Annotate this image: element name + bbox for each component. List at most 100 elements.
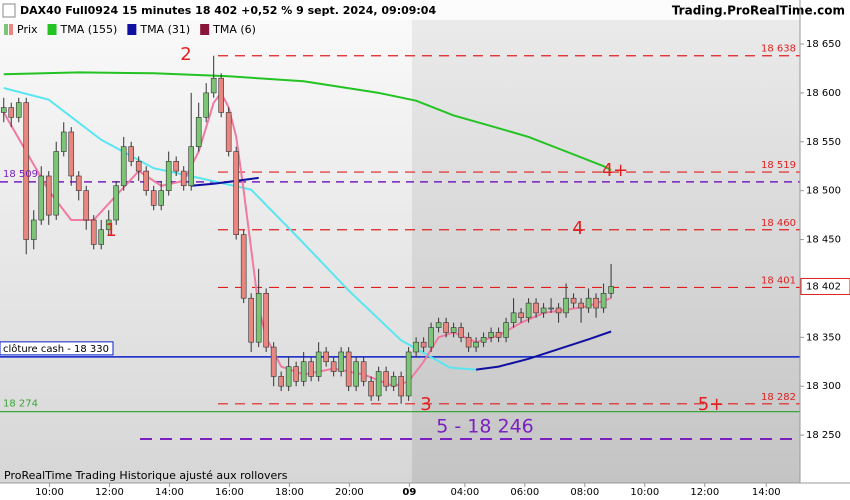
x-tick-label: 09 bbox=[402, 487, 416, 498]
candle-body bbox=[570, 297, 577, 304]
candle-body bbox=[128, 146, 135, 162]
plot-bg-today bbox=[412, 0, 800, 483]
candle-body bbox=[8, 107, 15, 118]
candle-body bbox=[120, 146, 127, 187]
candle-body bbox=[30, 219, 37, 240]
x-tick-label: 12:00 bbox=[690, 487, 719, 498]
candle-body bbox=[480, 337, 487, 343]
legend-label: Prix bbox=[17, 23, 38, 36]
footer: ProRealTime Trading Historique ajusté au… bbox=[4, 469, 288, 482]
x-tick-label: 04:00 bbox=[450, 487, 479, 498]
level-label: 18 638 bbox=[761, 44, 796, 55]
ma-line bbox=[2, 91, 612, 388]
candle-body bbox=[608, 286, 614, 294]
legend-icon bbox=[200, 24, 210, 35]
candle-body bbox=[195, 117, 202, 147]
last-price-box bbox=[800, 277, 850, 295]
candle-body bbox=[375, 371, 382, 397]
candle-body bbox=[158, 190, 164, 206]
y-tick-label: 18 350 bbox=[806, 332, 841, 343]
candle-body bbox=[38, 175, 45, 221]
ma-line-recent bbox=[191, 176, 259, 187]
candle-body bbox=[578, 302, 584, 309]
last-price-label: 18 402 bbox=[806, 281, 841, 292]
chart-title: DAX40 Full0924 15 minutes 18 402 +0,52 %… bbox=[20, 4, 436, 17]
candle-body bbox=[600, 293, 607, 309]
candle-body bbox=[210, 77, 217, 94]
candle-body bbox=[458, 327, 464, 338]
candle-body bbox=[503, 322, 509, 338]
x-tick-label: 12:00 bbox=[95, 487, 124, 498]
level-label: 18 274 bbox=[3, 399, 38, 410]
candle-body bbox=[563, 297, 569, 314]
candle-body bbox=[90, 219, 97, 245]
candle-body bbox=[285, 366, 292, 387]
candle-body bbox=[435, 322, 442, 328]
candle-body bbox=[330, 361, 337, 372]
candle-body bbox=[263, 293, 269, 348]
candle-body bbox=[75, 175, 82, 191]
candle-body bbox=[45, 175, 52, 216]
level-label: clôture cash - 18 330 bbox=[3, 343, 109, 355]
candle-body bbox=[0, 107, 7, 113]
level-label-box bbox=[0, 341, 114, 356]
candle-body bbox=[113, 185, 120, 221]
x-tick-label: 18:00 bbox=[275, 487, 304, 498]
x-tick-label: 08:00 bbox=[570, 487, 599, 498]
y-tick-label: 18 250 bbox=[806, 430, 841, 441]
candle-body bbox=[353, 361, 359, 387]
ma-line-recent bbox=[475, 330, 612, 371]
legend-label: TMA (155) bbox=[60, 23, 118, 36]
candle-body bbox=[98, 229, 105, 245]
annotation: 1 bbox=[105, 220, 116, 241]
candle-body bbox=[428, 327, 434, 348]
candle-body bbox=[488, 332, 494, 338]
candle-body bbox=[68, 131, 75, 177]
candle-body bbox=[240, 234, 247, 299]
candle-body bbox=[270, 346, 277, 377]
candle-body bbox=[525, 302, 532, 319]
candle-body bbox=[368, 381, 374, 397]
candle-body bbox=[278, 376, 284, 387]
candle-body bbox=[533, 302, 539, 314]
candle-body bbox=[495, 332, 502, 338]
candle-body bbox=[255, 293, 262, 343]
y-tick-label: 18 500 bbox=[806, 186, 841, 197]
annotation: 4 bbox=[572, 218, 583, 239]
candle-body bbox=[390, 376, 397, 387]
candle-body bbox=[233, 151, 239, 235]
legend-icon bbox=[4, 24, 8, 35]
candle-body bbox=[135, 161, 142, 172]
candle-body bbox=[23, 102, 30, 240]
x-tick-label: 20:00 bbox=[335, 487, 364, 498]
candle-body bbox=[225, 112, 232, 152]
candle-body bbox=[383, 371, 389, 387]
x-tick-label: 10:00 bbox=[35, 487, 64, 498]
candle-body bbox=[413, 341, 419, 353]
candle-body bbox=[143, 170, 150, 191]
candle-body bbox=[450, 327, 457, 333]
candle-body bbox=[443, 322, 449, 333]
annotation: 2 bbox=[180, 44, 191, 65]
candle-body bbox=[315, 351, 322, 377]
candle-body bbox=[203, 92, 209, 118]
candle-body bbox=[293, 366, 299, 382]
candle-body bbox=[548, 307, 554, 310]
site: Trading.ProRealTime.com bbox=[672, 4, 845, 18]
level-label: 18 401 bbox=[761, 275, 796, 286]
level-label: 18 282 bbox=[761, 392, 796, 403]
candle-body bbox=[465, 337, 472, 348]
annotation: 3 bbox=[420, 394, 431, 415]
y-tick-label: 18 650 bbox=[806, 39, 841, 50]
candle-body bbox=[218, 77, 224, 113]
candle-body bbox=[188, 146, 194, 187]
menu-icon[interactable] bbox=[2, 3, 16, 18]
candle-body bbox=[53, 151, 60, 216]
candle-body bbox=[405, 351, 412, 397]
candle-body bbox=[360, 361, 367, 382]
candle-body bbox=[60, 131, 67, 152]
candle-body bbox=[323, 351, 329, 363]
candle-body bbox=[510, 312, 517, 323]
x-tick-label: 16:00 bbox=[215, 487, 244, 498]
